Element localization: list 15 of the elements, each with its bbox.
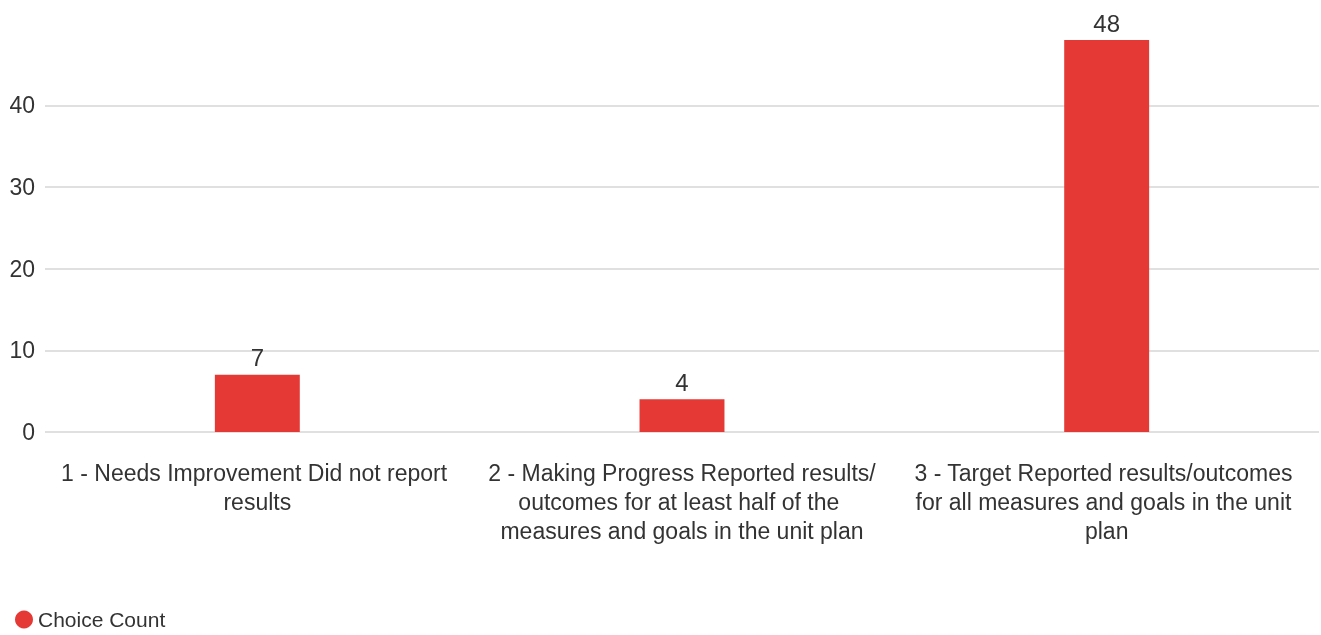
data-label: 48 <box>1093 9 1121 37</box>
y-tick-label: 10 <box>9 337 35 364</box>
bar <box>214 374 300 432</box>
y-tick-label: 30 <box>9 174 35 200</box>
y-tick-label: 40 <box>9 92 35 119</box>
x-tick-label: 2 - Making Progress Reported results/outcomes for at least half of the measures and goals in the unit plan <box>488 459 877 544</box>
x-tick-label: 1 - Needs Improvement Did not report results <box>61 459 454 515</box>
legend-label: Choice Count <box>38 608 166 631</box>
y-tick-label: 20 <box>9 255 35 282</box>
data-label: 4 <box>675 368 689 396</box>
x-tick-label: 3 - Target Reported results/outcomes for all measures and goals in the unit plan <box>914 459 1299 544</box>
y-tick-label: 0 <box>22 419 35 445</box>
bar <box>639 399 725 432</box>
data-label: 7 <box>250 344 265 372</box>
bar <box>1064 40 1150 432</box>
